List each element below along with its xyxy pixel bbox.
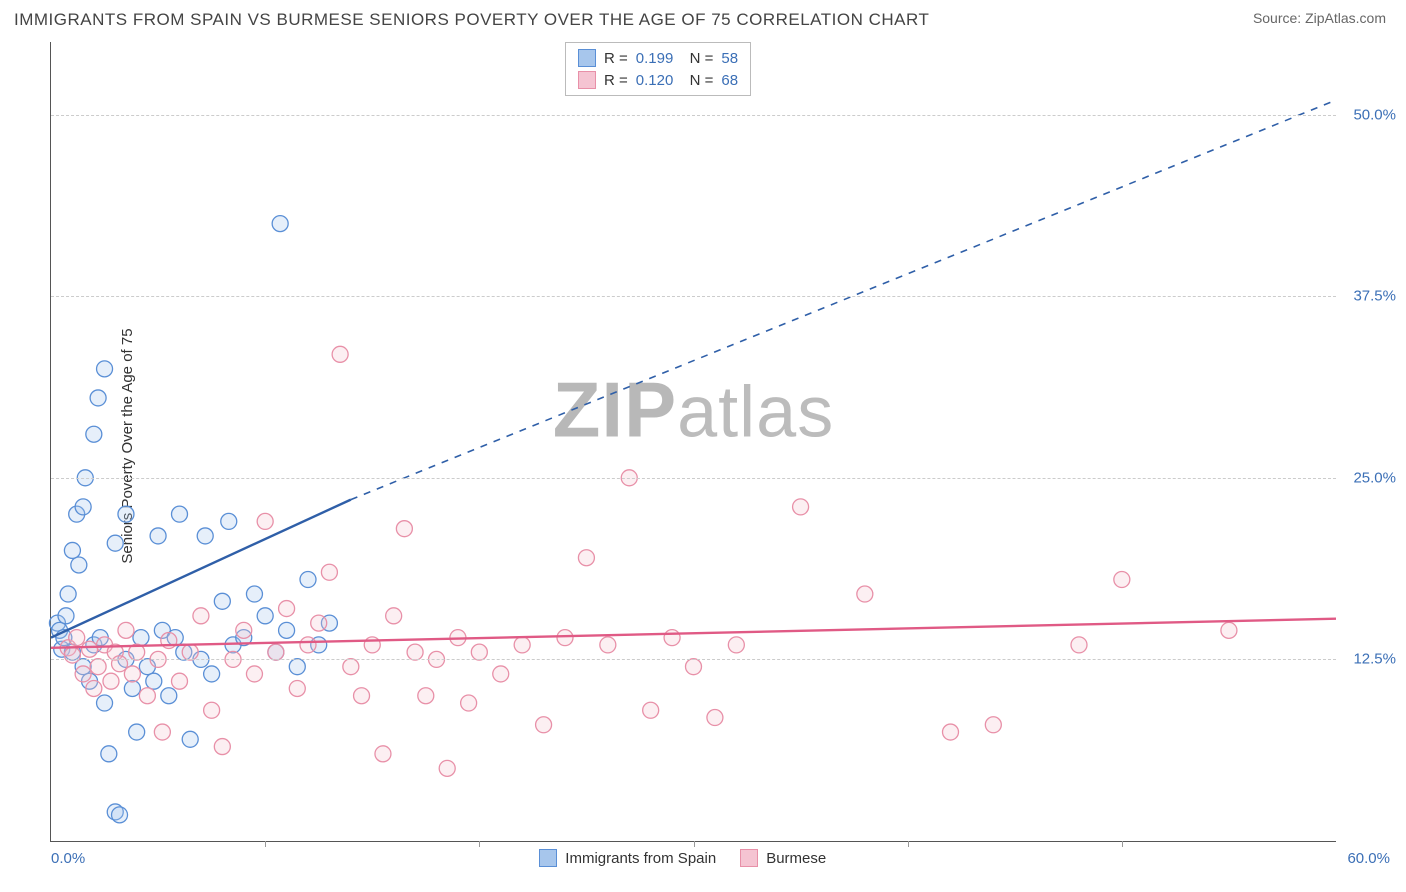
swatch-series1: [578, 49, 596, 67]
scatter-svg: [51, 42, 1336, 841]
legend-item-2: Burmese: [740, 849, 826, 867]
y-tick-label: 12.5%: [1353, 651, 1396, 668]
source-label: Source: ZipAtlas.com: [1253, 10, 1386, 26]
y-tick-label: 37.5%: [1353, 288, 1396, 305]
chart-plot-area: ZIPatlas R = 0.199 N = 58 R = 0.120 N = …: [50, 42, 1336, 842]
r-value-2: 0.120: [636, 72, 674, 89]
x-axis-min-label: 0.0%: [51, 850, 85, 867]
r-value-1: 0.199: [636, 50, 674, 67]
series-legend: Immigrants from Spain Burmese: [539, 849, 826, 867]
x-axis-max-label: 60.0%: [1347, 850, 1390, 867]
n-value-2: 68: [721, 72, 738, 89]
legend-label-2: Burmese: [766, 850, 826, 867]
legend-row-series1: R = 0.199 N = 58: [578, 47, 738, 69]
legend-row-series2: R = 0.120 N = 68: [578, 69, 738, 91]
swatch-series2: [578, 71, 596, 89]
swatch-bottom-2: [740, 849, 758, 867]
correlation-legend: R = 0.199 N = 58 R = 0.120 N = 68: [565, 42, 751, 96]
n-value-1: 58: [721, 50, 738, 67]
chart-title: IMMIGRANTS FROM SPAIN VS BURMESE SENIORS…: [14, 10, 929, 30]
y-tick-label: 50.0%: [1353, 106, 1396, 123]
y-tick-label: 25.0%: [1353, 469, 1396, 486]
legend-label-1: Immigrants from Spain: [565, 850, 716, 867]
legend-item-1: Immigrants from Spain: [539, 849, 716, 867]
swatch-bottom-1: [539, 849, 557, 867]
